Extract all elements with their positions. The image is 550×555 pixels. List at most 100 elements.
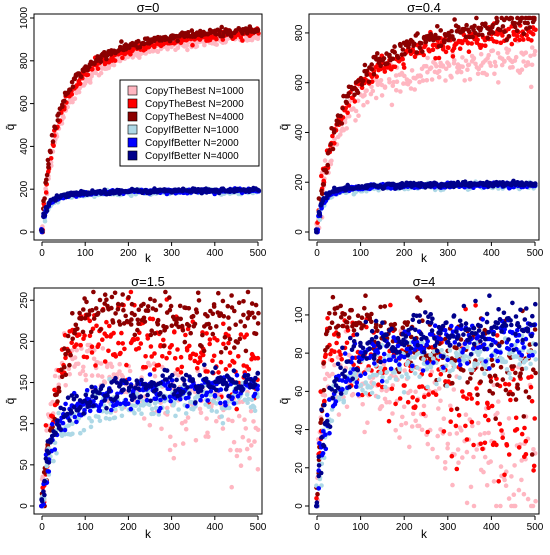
data-point	[360, 82, 365, 87]
data-point	[496, 51, 501, 56]
data-point	[126, 401, 131, 406]
x-tick-label: 100	[77, 522, 94, 533]
data-point	[437, 75, 442, 80]
data-point	[448, 419, 453, 424]
data-point	[139, 411, 144, 416]
data-point	[99, 71, 104, 76]
data-point	[136, 386, 141, 391]
data-point	[56, 111, 61, 116]
data-point	[238, 337, 243, 342]
data-point	[78, 81, 83, 86]
data-point	[465, 501, 470, 506]
data-point	[533, 49, 538, 54]
data-point	[401, 62, 406, 67]
data-point	[438, 28, 443, 33]
data-point	[449, 75, 454, 80]
data-point	[104, 320, 109, 325]
data-point	[227, 363, 232, 368]
data-point	[457, 376, 462, 381]
data-point	[205, 314, 210, 319]
data-point	[420, 384, 425, 389]
data-point	[365, 100, 370, 105]
data-point	[66, 334, 71, 339]
data-point	[55, 399, 60, 404]
data-point	[158, 406, 163, 411]
data-point	[526, 62, 531, 67]
data-point	[380, 375, 385, 380]
data-point	[508, 398, 513, 403]
legend-swatch	[128, 86, 137, 95]
data-point	[380, 379, 385, 384]
data-point	[84, 300, 89, 305]
data-point	[51, 459, 56, 464]
data-point	[510, 392, 515, 397]
data-point	[98, 409, 103, 414]
data-point	[61, 421, 66, 426]
data-point	[452, 365, 457, 370]
data-point	[96, 373, 101, 378]
data-point	[207, 342, 212, 347]
data-point	[132, 313, 137, 318]
data-point	[532, 16, 537, 21]
data-point	[533, 357, 538, 362]
data-point	[210, 370, 215, 375]
data-point	[135, 328, 140, 333]
data-point	[521, 59, 526, 64]
data-point	[320, 192, 325, 197]
data-point	[387, 419, 392, 424]
data-point	[256, 321, 261, 326]
data-point	[181, 328, 186, 333]
data-point	[532, 464, 537, 469]
data-point	[211, 332, 216, 337]
data-point	[526, 497, 531, 502]
data-point	[437, 69, 442, 74]
data-point	[473, 303, 478, 308]
data-point	[410, 68, 415, 73]
data-point	[412, 337, 417, 342]
data-point	[393, 322, 398, 327]
data-point	[502, 473, 507, 478]
data-point	[237, 414, 242, 419]
data-point	[202, 349, 207, 354]
data-point	[86, 73, 91, 78]
data-point	[226, 417, 231, 422]
data-point	[114, 354, 119, 359]
data-point	[210, 358, 215, 363]
data-point	[139, 378, 144, 383]
data-point	[478, 349, 483, 354]
data-point	[95, 345, 100, 350]
data-point	[458, 46, 463, 51]
data-point	[521, 37, 526, 42]
data-point	[321, 443, 326, 448]
data-point	[471, 346, 476, 351]
y-tick-label: 250	[19, 291, 30, 308]
data-point	[330, 358, 335, 363]
x-tick-label: 200	[120, 522, 137, 533]
data-point	[47, 460, 52, 465]
data-point	[529, 374, 534, 379]
data-point	[340, 346, 345, 351]
data-point	[458, 363, 463, 368]
data-point	[444, 50, 449, 55]
data-point	[425, 56, 430, 61]
data-point	[415, 31, 420, 36]
data-point	[70, 432, 75, 437]
data-point	[185, 385, 190, 390]
data-point	[168, 308, 173, 313]
data-point	[221, 426, 226, 431]
data-point	[246, 290, 251, 295]
data-point	[196, 291, 201, 296]
data-point	[504, 388, 509, 393]
y-tick-label: 600	[19, 95, 30, 112]
data-point	[511, 364, 516, 369]
data-point	[90, 373, 95, 378]
data-point	[442, 416, 447, 421]
data-point	[315, 492, 320, 497]
data-point	[193, 400, 198, 405]
data-point	[430, 447, 435, 452]
data-point	[422, 350, 427, 355]
data-point	[242, 417, 247, 422]
data-point	[527, 395, 532, 400]
data-point	[314, 227, 319, 232]
data-point	[91, 290, 96, 295]
